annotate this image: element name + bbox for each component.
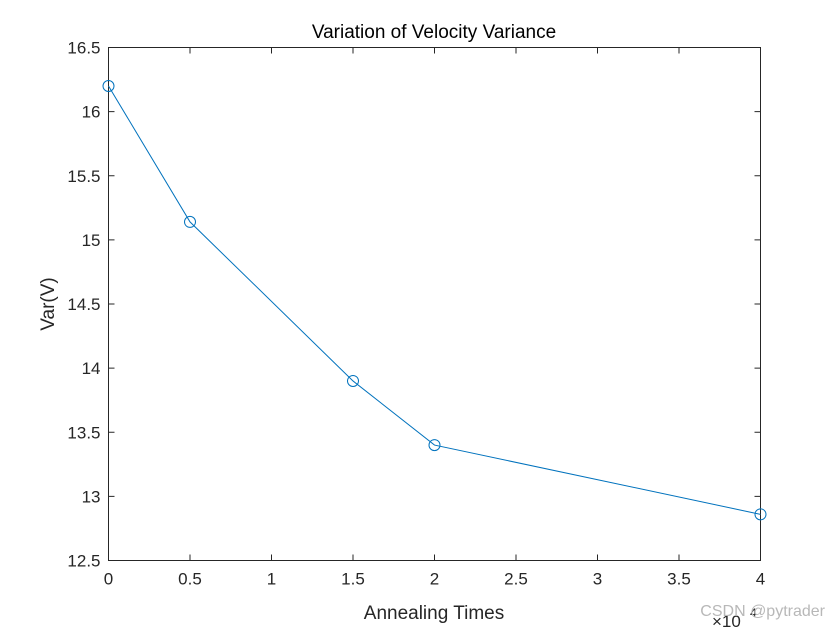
x-tick-label: 0: [104, 570, 113, 589]
axes-box: [108, 47, 761, 561]
x-tick-label: 3: [593, 570, 602, 589]
data-point-marker: [347, 374, 359, 387]
plot-area: 12.5 13 13.5 14 14.5 15 15.5 16 16.5 0 0.5 1 1.5 2 2.…: [67, 39, 767, 589]
data-point-marker: [754, 508, 767, 521]
y-tick-label: 15: [82, 231, 101, 250]
y-axis-label: Var(V): [38, 277, 59, 330]
x-tick-label: 1.5: [341, 570, 365, 589]
y-tick-label: 16: [82, 103, 101, 122]
data-point-marker: [102, 79, 115, 92]
data-point-marker: [428, 439, 441, 452]
y-tick-label: 14: [82, 359, 101, 378]
y-tick-label: 16.5: [67, 39, 100, 58]
series-layer: [102, 79, 767, 521]
x-axis-label: Annealing Times: [364, 603, 504, 624]
x-tick-label: 0.5: [178, 570, 202, 589]
watermark: CSDN @pytrader: [700, 603, 825, 620]
y-tick-label: 12.5: [67, 552, 100, 571]
x-exponent-base: ×10: [712, 612, 741, 630]
x-exponent-power: 4: [750, 606, 757, 620]
x-tick-label: 3.5: [667, 570, 691, 589]
y-tick-label: 15.5: [67, 167, 100, 186]
x-tick-label: 2.5: [504, 570, 528, 589]
x-exponent-label: ×10 4: [712, 606, 757, 630]
y-tick-label: 14.5: [67, 295, 100, 314]
y-tick-label: 13.5: [67, 423, 100, 442]
data-point-marker: [184, 215, 196, 228]
y-axis-ticks: 12.5 13 13.5 14 14.5 15 15.5 16 16.5: [67, 39, 761, 571]
x-tick-label: 1: [267, 570, 276, 589]
series-line: [108, 85, 761, 515]
y-tick-label: 13: [82, 487, 101, 506]
chart-title: Variation of Velocity Variance: [312, 22, 556, 43]
x-tick-label: 4: [756, 570, 765, 589]
x-axis-ticks: 0 0.5 1 1.5 2 2.5 3 3.5 4: [104, 47, 765, 589]
x-tick-label: 2: [430, 570, 439, 589]
